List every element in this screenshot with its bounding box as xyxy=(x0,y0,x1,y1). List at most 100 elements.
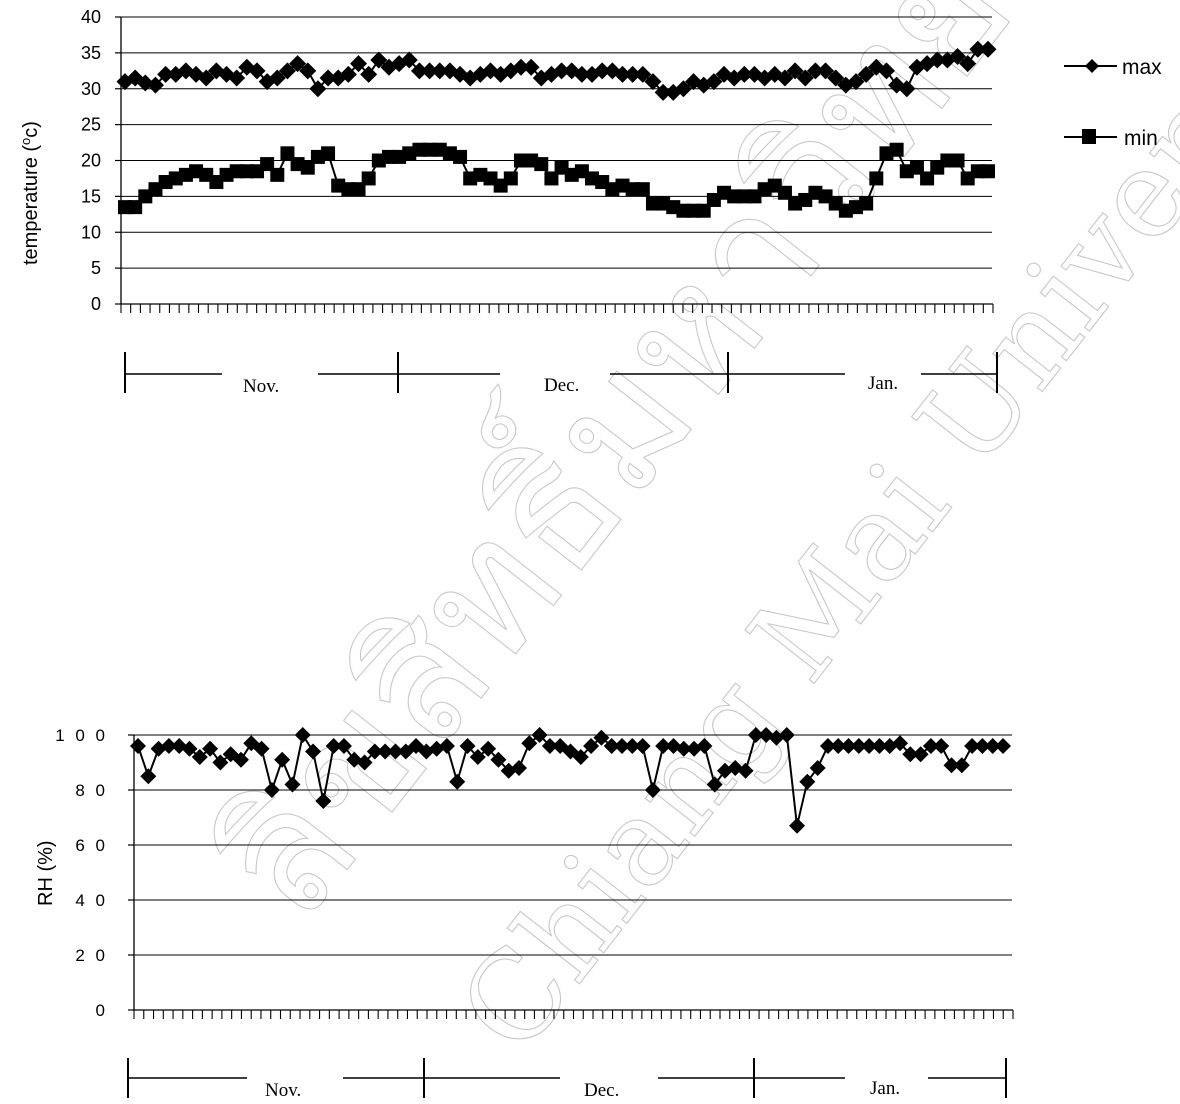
temperature-min-point xyxy=(869,171,884,186)
rh-y-ticks: 0 2 0 4 0 6 0 8 0 1 0 0 xyxy=(55,726,134,1020)
temperature-max-point xyxy=(197,69,215,87)
temperature-max-point xyxy=(157,65,175,83)
rh-series-0-point xyxy=(480,740,497,757)
temperature-max-point xyxy=(289,55,307,73)
temperature-x-ticks xyxy=(120,304,994,313)
rh-series-0-point xyxy=(799,773,816,790)
temperature-min-point xyxy=(859,196,874,211)
rh-y-tick-label: 8 0 xyxy=(75,781,108,800)
temperature-min-point xyxy=(361,171,376,186)
rh-month-bar: Nov. Dec. Jan. xyxy=(127,1058,1007,1101)
temperature-max-point xyxy=(654,83,672,101)
temperature-max-point xyxy=(674,80,692,98)
temperature-min-point xyxy=(777,185,792,200)
temperature-min-point xyxy=(300,160,315,175)
temperature-y-ticks: 0 5 10 15 20 25 30 35 40 xyxy=(81,7,121,314)
rh-series-0-point xyxy=(809,760,826,776)
temperature-min-point xyxy=(280,146,295,161)
legend-item-max: max xyxy=(1064,56,1162,79)
temperature-y-axis-title: temperature (oc) xyxy=(18,121,42,265)
temperature-min-point xyxy=(503,171,518,186)
rh-series-0-point xyxy=(593,729,610,746)
temperature-min-point xyxy=(453,149,468,164)
rh-series-0-point xyxy=(294,727,311,743)
temperature-max-point xyxy=(421,62,439,80)
rh-y-tick-label: 1 0 0 xyxy=(55,726,108,745)
rh-series-0-point xyxy=(696,738,713,754)
rh-series-0-point xyxy=(892,735,909,752)
temperature-max-point xyxy=(806,62,824,80)
rh-series-0-point xyxy=(912,746,929,763)
rh-series-0-point xyxy=(315,793,332,809)
rh-series-0-point xyxy=(366,743,383,760)
temperature-max-point xyxy=(350,55,368,73)
temperature-max-point xyxy=(898,80,916,98)
rh-series-0-point xyxy=(274,751,291,768)
temperature-max-point xyxy=(339,65,357,83)
rh-chart: 0 2 0 4 0 6 0 8 0 1 0 0 RH (%) Nov. Dec. Jan. xyxy=(35,726,1014,1101)
rh-y-axis-title: RH (%) xyxy=(35,840,57,906)
rh-y-tick-label: 4 0 xyxy=(75,891,108,910)
temperature-max-point xyxy=(278,62,296,80)
rh-y-tick-label: 0 xyxy=(96,1001,108,1020)
rh-series-0-point xyxy=(160,738,177,754)
temperature-max-point xyxy=(248,62,266,80)
temperature-max-point xyxy=(573,65,591,83)
temperature-max-point xyxy=(553,62,571,80)
rh-gridlines xyxy=(134,734,1012,956)
temperature-max-point xyxy=(360,65,378,83)
temperature-max-point xyxy=(776,69,794,87)
rh-series-0-point xyxy=(871,738,888,754)
temperature-min-point xyxy=(128,200,143,215)
temperature-min-point xyxy=(351,182,366,197)
temperature-max-point xyxy=(228,69,246,87)
rh-series-0-point xyxy=(325,738,342,754)
temperature-y-tick-label: 15 xyxy=(81,186,101,206)
rh-series-0-point xyxy=(830,738,847,754)
rh-series-0-point xyxy=(943,757,960,774)
temperature-max-point xyxy=(705,73,723,91)
rh-series-0-point xyxy=(181,740,198,757)
temperature-max-point xyxy=(613,65,631,83)
temperature-max-point xyxy=(928,51,946,69)
rh-series-0-point xyxy=(459,738,476,754)
temperature-y-tick-label: 5 xyxy=(91,258,101,278)
rh-series-0-point xyxy=(521,735,538,752)
legend-max-label: max xyxy=(1122,56,1162,79)
rh-x-ticks xyxy=(133,1010,1014,1019)
rh-series-0-point xyxy=(747,727,764,743)
temperature-max-point xyxy=(735,65,753,83)
rh-series-0-point xyxy=(335,738,352,754)
rh-month-nov: Nov. xyxy=(265,1080,301,1101)
rh-y-tick-label: 2 0 xyxy=(75,946,108,965)
temperature-min-point xyxy=(909,160,924,175)
legend-min-square-marker xyxy=(1082,129,1096,144)
rh-series-0-point xyxy=(263,782,280,798)
rh-series-0-point xyxy=(356,754,373,771)
temperature-max-point xyxy=(959,55,977,73)
temperature-max-point xyxy=(431,62,449,80)
rh-series-0-point xyxy=(469,749,486,765)
rh-series-0-point xyxy=(850,738,867,754)
temperature-max-point xyxy=(522,58,540,76)
rh-series-0-point xyxy=(130,738,146,754)
temperature-y-tick-label: 25 xyxy=(81,115,101,135)
legend-max-diamond-marker xyxy=(1085,59,1099,73)
temperature-max-point xyxy=(644,73,662,91)
temperature-max-point xyxy=(969,40,987,58)
rh-series-0-point xyxy=(819,738,836,754)
temperature-max-point xyxy=(624,65,642,83)
rh-series-0-point xyxy=(984,738,1001,754)
rh-series xyxy=(130,727,1011,834)
rh-series-0-point xyxy=(202,740,219,757)
rh-month-jan: Jan. xyxy=(870,1078,900,1099)
temperature-max-point xyxy=(309,80,327,98)
rh-series-0-point xyxy=(232,751,249,768)
rh-series-0-point xyxy=(603,738,620,754)
temperature-month-nov: Nov. xyxy=(243,376,279,397)
temperature-min-point xyxy=(635,182,650,197)
rh-series-0-point xyxy=(634,738,651,754)
rh-month-dec: Dec. xyxy=(584,1080,619,1101)
temperature-max-point xyxy=(319,69,337,87)
